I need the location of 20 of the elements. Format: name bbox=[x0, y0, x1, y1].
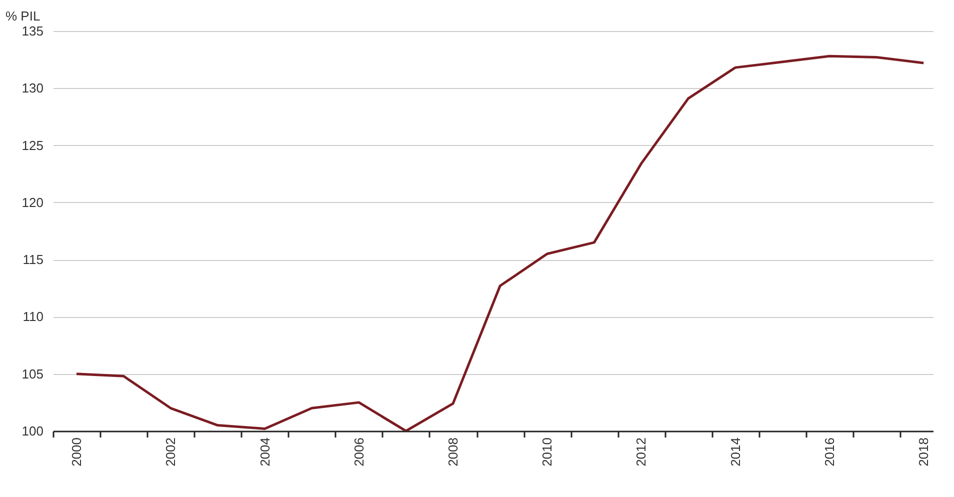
y-tick-label: 135 bbox=[22, 24, 44, 38]
x-tick-label: 2002 bbox=[163, 438, 178, 466]
x-tick-label: 2014 bbox=[728, 438, 743, 466]
y-tick-label: 110 bbox=[22, 309, 44, 324]
line-series bbox=[75, 54, 925, 431]
x-tick-label: 2008 bbox=[446, 438, 460, 466]
y-tick-label: 120 bbox=[22, 194, 44, 210]
y-tick-label: 105 bbox=[22, 366, 44, 382]
x-tick-label: 2006 bbox=[351, 438, 366, 466]
x-tick-label: 2004 bbox=[257, 438, 272, 466]
x-tick-label: 2018 bbox=[916, 438, 932, 466]
y-tick-label: 130 bbox=[22, 80, 44, 96]
x-tick-label: 2016 bbox=[822, 438, 837, 466]
x-tick-label: 2010 bbox=[540, 438, 555, 466]
x-tick-label: 2000 bbox=[69, 438, 84, 466]
x-tick-label: 2012 bbox=[634, 438, 649, 466]
y-tick-label: 100 bbox=[22, 424, 44, 438]
y-tick-label: 125 bbox=[22, 138, 44, 153]
y-tick-label: 115 bbox=[22, 252, 44, 268]
y-axis-title: % PIL bbox=[6, 8, 40, 24]
